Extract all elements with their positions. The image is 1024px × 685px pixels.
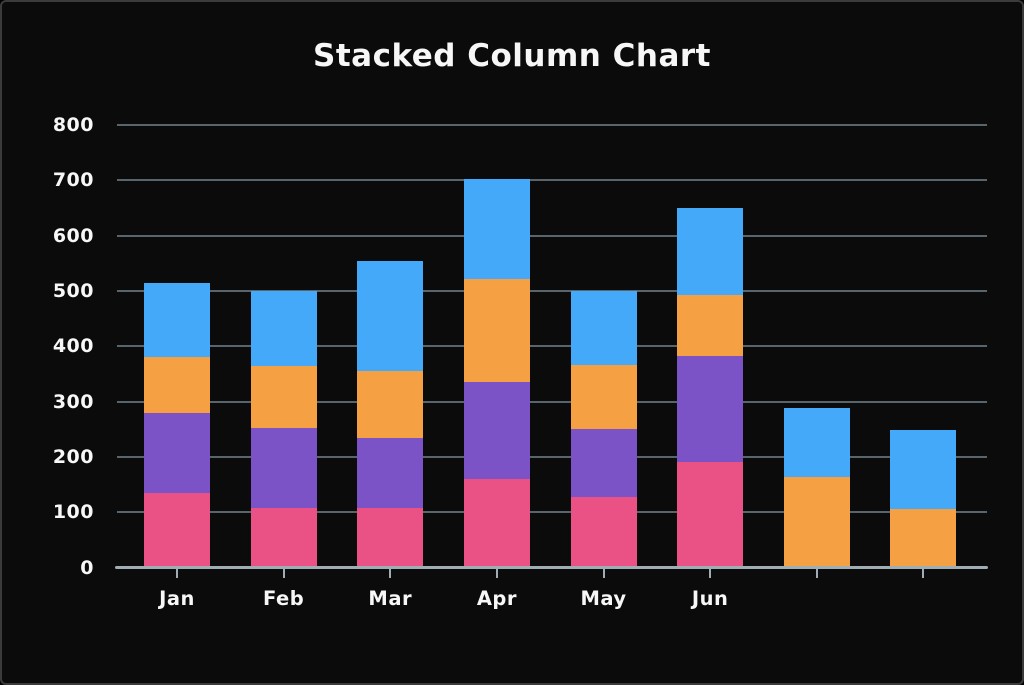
bar-segment-blue — [144, 282, 210, 358]
y-axis-tick-label: 200 — [52, 445, 94, 468]
x-axis-line — [115, 566, 988, 569]
bar-segment-blue — [783, 408, 850, 477]
bar-segment-orange — [570, 364, 637, 430]
x-axis-tick — [389, 569, 392, 578]
y-axis-tick-label: 0 — [80, 556, 94, 579]
x-axis-tick — [815, 569, 818, 578]
bar-segment-purple — [570, 429, 637, 498]
x-axis-tick — [495, 569, 498, 578]
x-axis-tick — [709, 569, 712, 578]
bar-segment-blue — [677, 207, 744, 295]
bar-segment-purple — [144, 412, 210, 493]
bar-segment-orange — [463, 278, 530, 383]
y-axis-tick-label: 700 — [52, 169, 94, 192]
bar-segment-purple — [677, 356, 744, 463]
gridline-200 — [117, 455, 987, 458]
bar-segment-blue — [250, 290, 317, 366]
x-axis-category-label: Apr — [476, 587, 517, 610]
y-axis-tick-label: 800 — [52, 114, 94, 136]
bar-segment-pink — [250, 508, 317, 568]
bar-segment-blue — [570, 290, 637, 365]
x-axis-tick — [602, 569, 605, 578]
x-axis-tick — [922, 569, 925, 578]
bar-segment-orange — [250, 365, 317, 429]
bar-segment-blue — [357, 260, 424, 371]
gridline-400 — [117, 345, 987, 348]
bar-segment-pink — [463, 479, 530, 568]
x-axis-tick — [282, 569, 285, 578]
bar-segment-orange — [357, 370, 424, 439]
x-axis-category-label: May — [580, 587, 627, 610]
bar-segment-orange — [144, 357, 210, 413]
bar-segment-purple — [463, 382, 530, 479]
x-axis-category-label: Mar — [368, 587, 413, 610]
chart-title: Stacked Column Chart — [313, 38, 711, 74]
gridline-600 — [117, 234, 987, 237]
x-axis-category-label: Jan — [159, 587, 195, 610]
bar-segment-orange — [890, 509, 957, 568]
bar-segment-orange — [783, 476, 850, 568]
bar-segment-purple — [250, 428, 317, 509]
bar-segment-pink — [357, 508, 424, 568]
bar-segment-pink — [144, 492, 210, 568]
bar-segment-pink — [570, 497, 637, 568]
gridline-100 — [117, 511, 987, 514]
x-axis-category-label: Jun — [691, 587, 729, 610]
y-axis-tick-label: 500 — [52, 279, 94, 302]
y-axis-tick-label: 600 — [52, 224, 94, 247]
gridline-300 — [117, 400, 987, 403]
gridline-700 — [117, 179, 987, 182]
bar-segment-orange — [677, 294, 744, 357]
x-axis-tick — [176, 569, 178, 578]
gridline-800 — [117, 124, 987, 126]
y-axis-tick-label: 300 — [52, 390, 94, 413]
bar-segment-pink — [677, 462, 744, 568]
gridline-500 — [117, 289, 987, 292]
bar-segment-purple — [357, 438, 424, 509]
y-axis-tick-label: 400 — [52, 335, 94, 358]
y-axis-tick-label: 100 — [52, 501, 94, 524]
bar-segment-blue — [463, 178, 530, 279]
bar-segment-blue — [890, 430, 957, 510]
x-axis-category-label: Feb — [263, 587, 305, 610]
